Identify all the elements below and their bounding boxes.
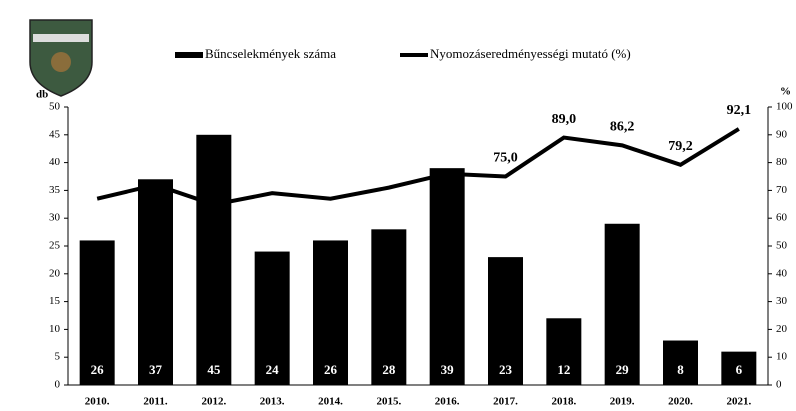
bar [138, 179, 173, 385]
bar-value-label: 26 [91, 362, 105, 377]
y-tick-label: 45 [49, 128, 61, 140]
y2-tick-label: 100 [776, 101, 793, 113]
y-tick-label: 35 [49, 184, 61, 196]
bar-value-label: 8 [677, 362, 684, 377]
x-tick-label: 2012. [201, 396, 226, 408]
y2-tick-label: 10 [776, 351, 788, 363]
line-value-label: 79,2 [668, 139, 693, 154]
y-tick-label: 25 [49, 240, 61, 252]
y-tick-label: 0 [55, 379, 61, 391]
bar [604, 223, 640, 385]
bar [721, 351, 757, 385]
y2-tick-label: 60 [776, 212, 788, 224]
bar [313, 240, 348, 385]
bar-value-label: 37 [149, 362, 163, 377]
line-value-label: 64,9 [202, 179, 227, 194]
y2-tick-label: 90 [776, 128, 788, 140]
line [96, 127, 740, 207]
y2-tick-label: 40 [776, 267, 788, 279]
y-tick-label: 15 [49, 295, 61, 307]
y2-tick-label: 80 [776, 156, 788, 168]
y2-tick-label: 20 [776, 323, 788, 335]
bar-value-label: 6 [736, 362, 743, 377]
y2-axis-title: % [780, 86, 791, 98]
y-tick-label: 20 [49, 267, 61, 279]
x-tick-label: 2011. [143, 396, 167, 408]
line-value-label: 86,2 [610, 120, 635, 135]
logo [29, 19, 93, 97]
x-tick-label: 2016. [435, 396, 460, 408]
x-tick-label: 2015. [376, 396, 401, 408]
x-tick-label: 2020. [668, 396, 693, 408]
bar-value-label: 28 [382, 362, 396, 377]
line-value-label: 92,1 [727, 103, 752, 118]
bar [371, 229, 407, 385]
bar-value-label: 45 [207, 362, 221, 377]
bar [663, 340, 698, 385]
bar-value-label: 24 [266, 362, 280, 377]
bar [254, 251, 290, 385]
y2-tick-label: 0 [776, 379, 782, 391]
x-tick-label: 2019. [610, 396, 635, 408]
bar [79, 240, 115, 385]
bar-value-label: 12 [557, 362, 570, 377]
y2-tick-label: 30 [776, 295, 788, 307]
bar [429, 168, 465, 385]
x-tick-label: 2017. [493, 396, 518, 408]
y-tick-label: 30 [49, 212, 61, 224]
x-tick-label: 2010. [85, 396, 110, 408]
y2-tick-label: 50 [776, 240, 788, 252]
y2-tick-label: 70 [776, 184, 788, 196]
y-axis-title: db [36, 89, 48, 101]
bar-value-label: 39 [441, 362, 455, 377]
bar-value-label: 23 [499, 362, 513, 377]
bar [546, 318, 582, 385]
x-tick-label: 2014. [318, 396, 343, 408]
legend-label: Nyomozáseredményességi mutató (%) [430, 46, 631, 61]
bar [196, 134, 232, 385]
bar-value-label: 26 [324, 362, 338, 377]
bar-value-label: 29 [616, 362, 630, 377]
y-tick-label: 10 [49, 323, 61, 335]
bar [488, 257, 523, 385]
y-tick-label: 5 [55, 351, 61, 363]
y-tick-label: 50 [49, 101, 61, 113]
x-tick-label: 2021. [726, 396, 751, 408]
legend-label: Bűncselekmények száma [205, 46, 336, 61]
line-value-label: 75,0 [493, 151, 518, 166]
x-tick-label: 2013. [260, 396, 285, 408]
x-tick-label: 2018. [551, 396, 576, 408]
line-value-label: 89,0 [552, 112, 577, 127]
y-tick-label: 40 [49, 156, 61, 168]
